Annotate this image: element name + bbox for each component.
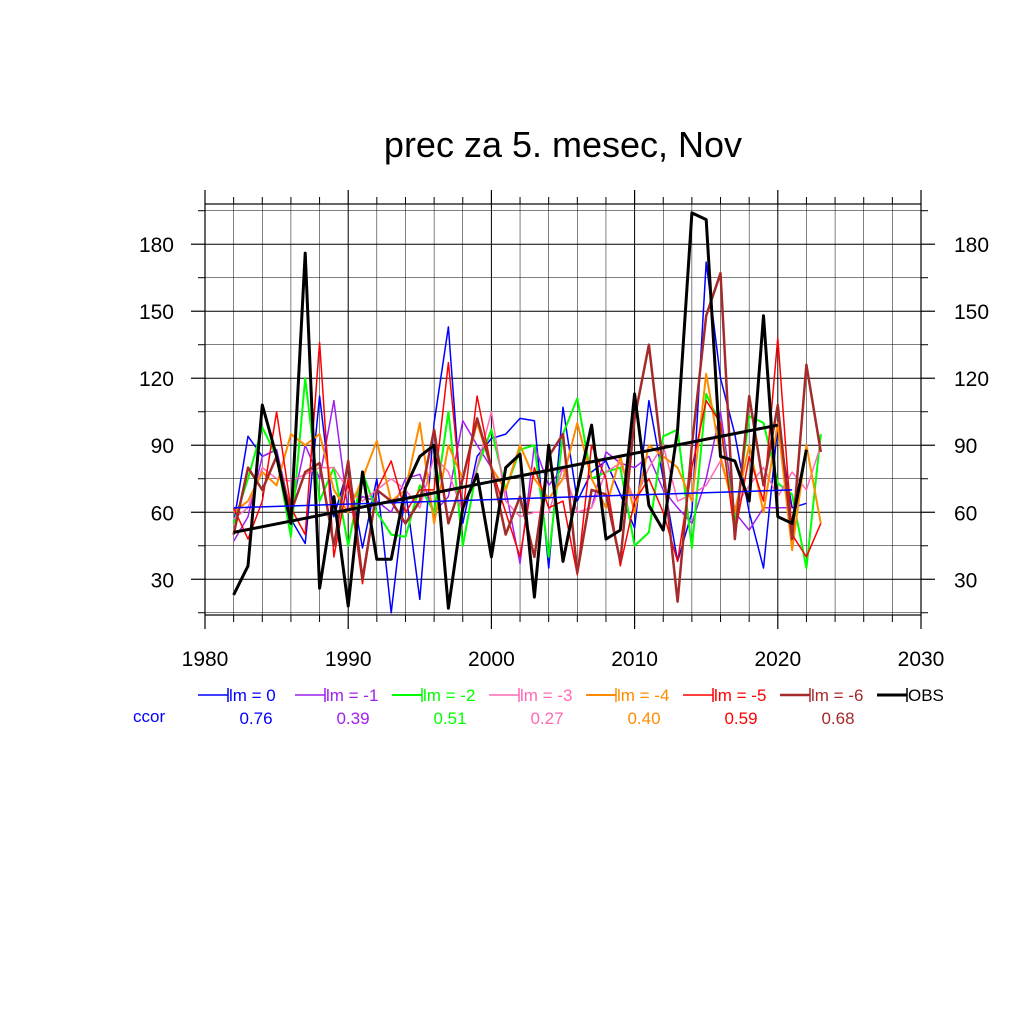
series-line-7: [232, 211, 808, 610]
y-tick-label-right: 150: [954, 301, 989, 324]
legend-label-5: lm = -5: [714, 686, 766, 705]
ccor-label: ccor: [133, 707, 165, 726]
y-tick-label-right: 120: [954, 368, 989, 391]
x-tick-label: 2020: [754, 648, 801, 671]
legend-label-1: lm = -1: [326, 686, 378, 705]
series-line-4: [232, 372, 822, 552]
legend-ccor-6: 0.68: [821, 709, 854, 728]
x-tick-label: 2000: [468, 648, 515, 671]
axis-ticks: 1980 1990 2000 2010 2020 2030 30 30 60 60 90 90 120 1…: [139, 190, 989, 671]
x-tick-label: 2010: [611, 648, 658, 671]
legend-ccor-0: 0.76: [239, 709, 272, 728]
y-tick-label-right: 180: [954, 234, 989, 257]
series-line-6: [232, 271, 823, 603]
y-tick-label-right: 90: [954, 435, 977, 458]
legend-ccor-3: 0.27: [530, 709, 563, 728]
y-tick-label-right: 60: [954, 502, 977, 525]
y-tick-label-left: 60: [151, 502, 174, 525]
legend: ccor lm = 0 0.76 lm = -1 0.39 lm = -2 0.51 lm =…: [133, 686, 944, 728]
plot-frame: [204, 203, 922, 616]
legend-label-2: lm = -2: [423, 686, 475, 705]
y-tick-label-left: 150: [139, 301, 174, 324]
legend-label-3: lm = -3: [520, 686, 572, 705]
x-tick-label: 1990: [325, 648, 372, 671]
legend-ccor-2: 0.51: [433, 709, 466, 728]
x-tick-label: 1980: [182, 648, 229, 671]
legend-label-6: lm = -6: [811, 686, 863, 705]
legend-ccor-5: 0.59: [724, 709, 757, 728]
y-tick-label-left: 30: [151, 569, 174, 592]
legend-label-7: OBS: [908, 686, 944, 705]
y-tick-label-right: 30: [954, 569, 977, 592]
x-tick-label: 2030: [898, 648, 945, 671]
legend-label-0: lm = 0: [229, 686, 276, 705]
y-tick-label-left: 90: [151, 435, 174, 458]
chart-title: prec za 5. mesec, Nov: [384, 124, 742, 165]
y-tick-label-left: 120: [139, 368, 174, 391]
legend-label-4: lm = -4: [617, 686, 669, 705]
trendline-1: [233, 423, 779, 534]
trendlines: [233, 423, 793, 534]
series-lines: [232, 211, 823, 614]
y-tick-label-left: 180: [139, 234, 174, 257]
trendline-0: [233, 489, 793, 509]
legend-ccor-1: 0.39: [336, 709, 369, 728]
legend-ccor-4: 0.40: [627, 709, 660, 728]
